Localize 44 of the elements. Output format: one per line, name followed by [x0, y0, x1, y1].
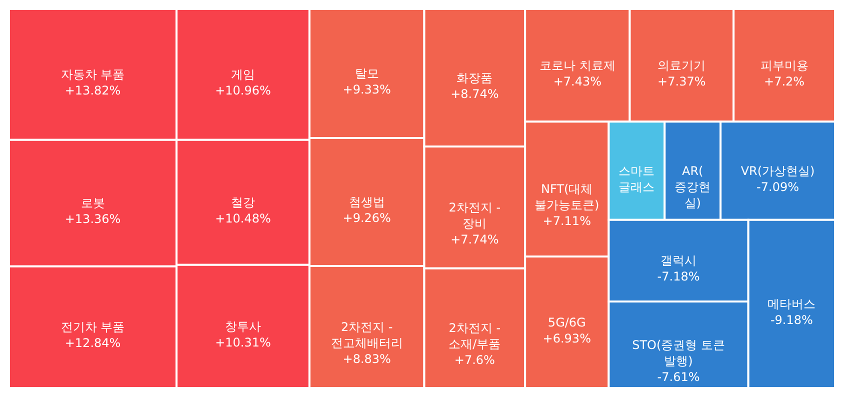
category-label: 2차전지 - 장비: [448, 200, 501, 230]
category-label: 2차전지 - 소재/부품: [448, 321, 501, 352]
data-label: +7.74%: [450, 232, 499, 246]
category-label: 메타버스: [768, 296, 816, 311]
data-label: -7.09%: [756, 180, 800, 194]
data-label: +8.83%: [342, 352, 391, 366]
category-label: 게임: [231, 67, 256, 82]
data-label: +6.93%: [542, 331, 591, 346]
data-label: +8.74%: [450, 86, 499, 101]
category-label: 5G/6G: [548, 315, 586, 330]
category-label: NFT(대체불가능토큰): [534, 182, 600, 212]
data-label: +7.6%: [454, 353, 495, 368]
data-label: +7.43%: [553, 74, 602, 88]
data-label: +7.2%: [764, 74, 805, 88]
category-label: STO(증권형 토큰 발행): [632, 338, 725, 368]
category-label: 전기차 부품: [60, 320, 125, 334]
data-label: +7.37%: [658, 74, 706, 88]
category-label: 스마트 글래스: [618, 164, 655, 194]
category-label: 자동차 부품: [60, 67, 125, 82]
data-label: +13.82%: [64, 83, 121, 98]
category-label: 로봇: [80, 196, 105, 210]
data-label: -9.18%: [770, 312, 813, 327]
category-label: 갤럭시: [660, 254, 697, 268]
category-label: 피부미용: [760, 58, 808, 72]
data-label: +10.48%: [215, 211, 271, 226]
category-label: 첨생법: [348, 194, 385, 209]
data-label: +10.96%: [215, 83, 271, 98]
category-label: 2차전지 - 전고체배터리: [330, 320, 403, 350]
category-label: 탈모: [354, 66, 379, 80]
category-label: 화장품: [456, 70, 493, 85]
data-label: +10.31%: [215, 335, 271, 350]
data-label: +7.11%: [542, 214, 591, 228]
category-label: 철강: [231, 195, 256, 210]
data-label: +9.26%: [342, 210, 391, 225]
category-label: 창투사: [225, 319, 262, 334]
data-label: +12.84%: [64, 336, 121, 350]
category-label: AR(증강현실): [674, 164, 711, 210]
data-label: +9.33%: [342, 82, 391, 96]
category-label: VR(가상현실): [740, 164, 815, 178]
category-label: 코로나 치료제: [539, 58, 616, 72]
data-label: -7.61%: [657, 370, 700, 384]
data-label: -7.18%: [657, 270, 700, 284]
category-label: 의료기기: [658, 58, 706, 72]
data-label: +13.36%: [64, 212, 121, 226]
